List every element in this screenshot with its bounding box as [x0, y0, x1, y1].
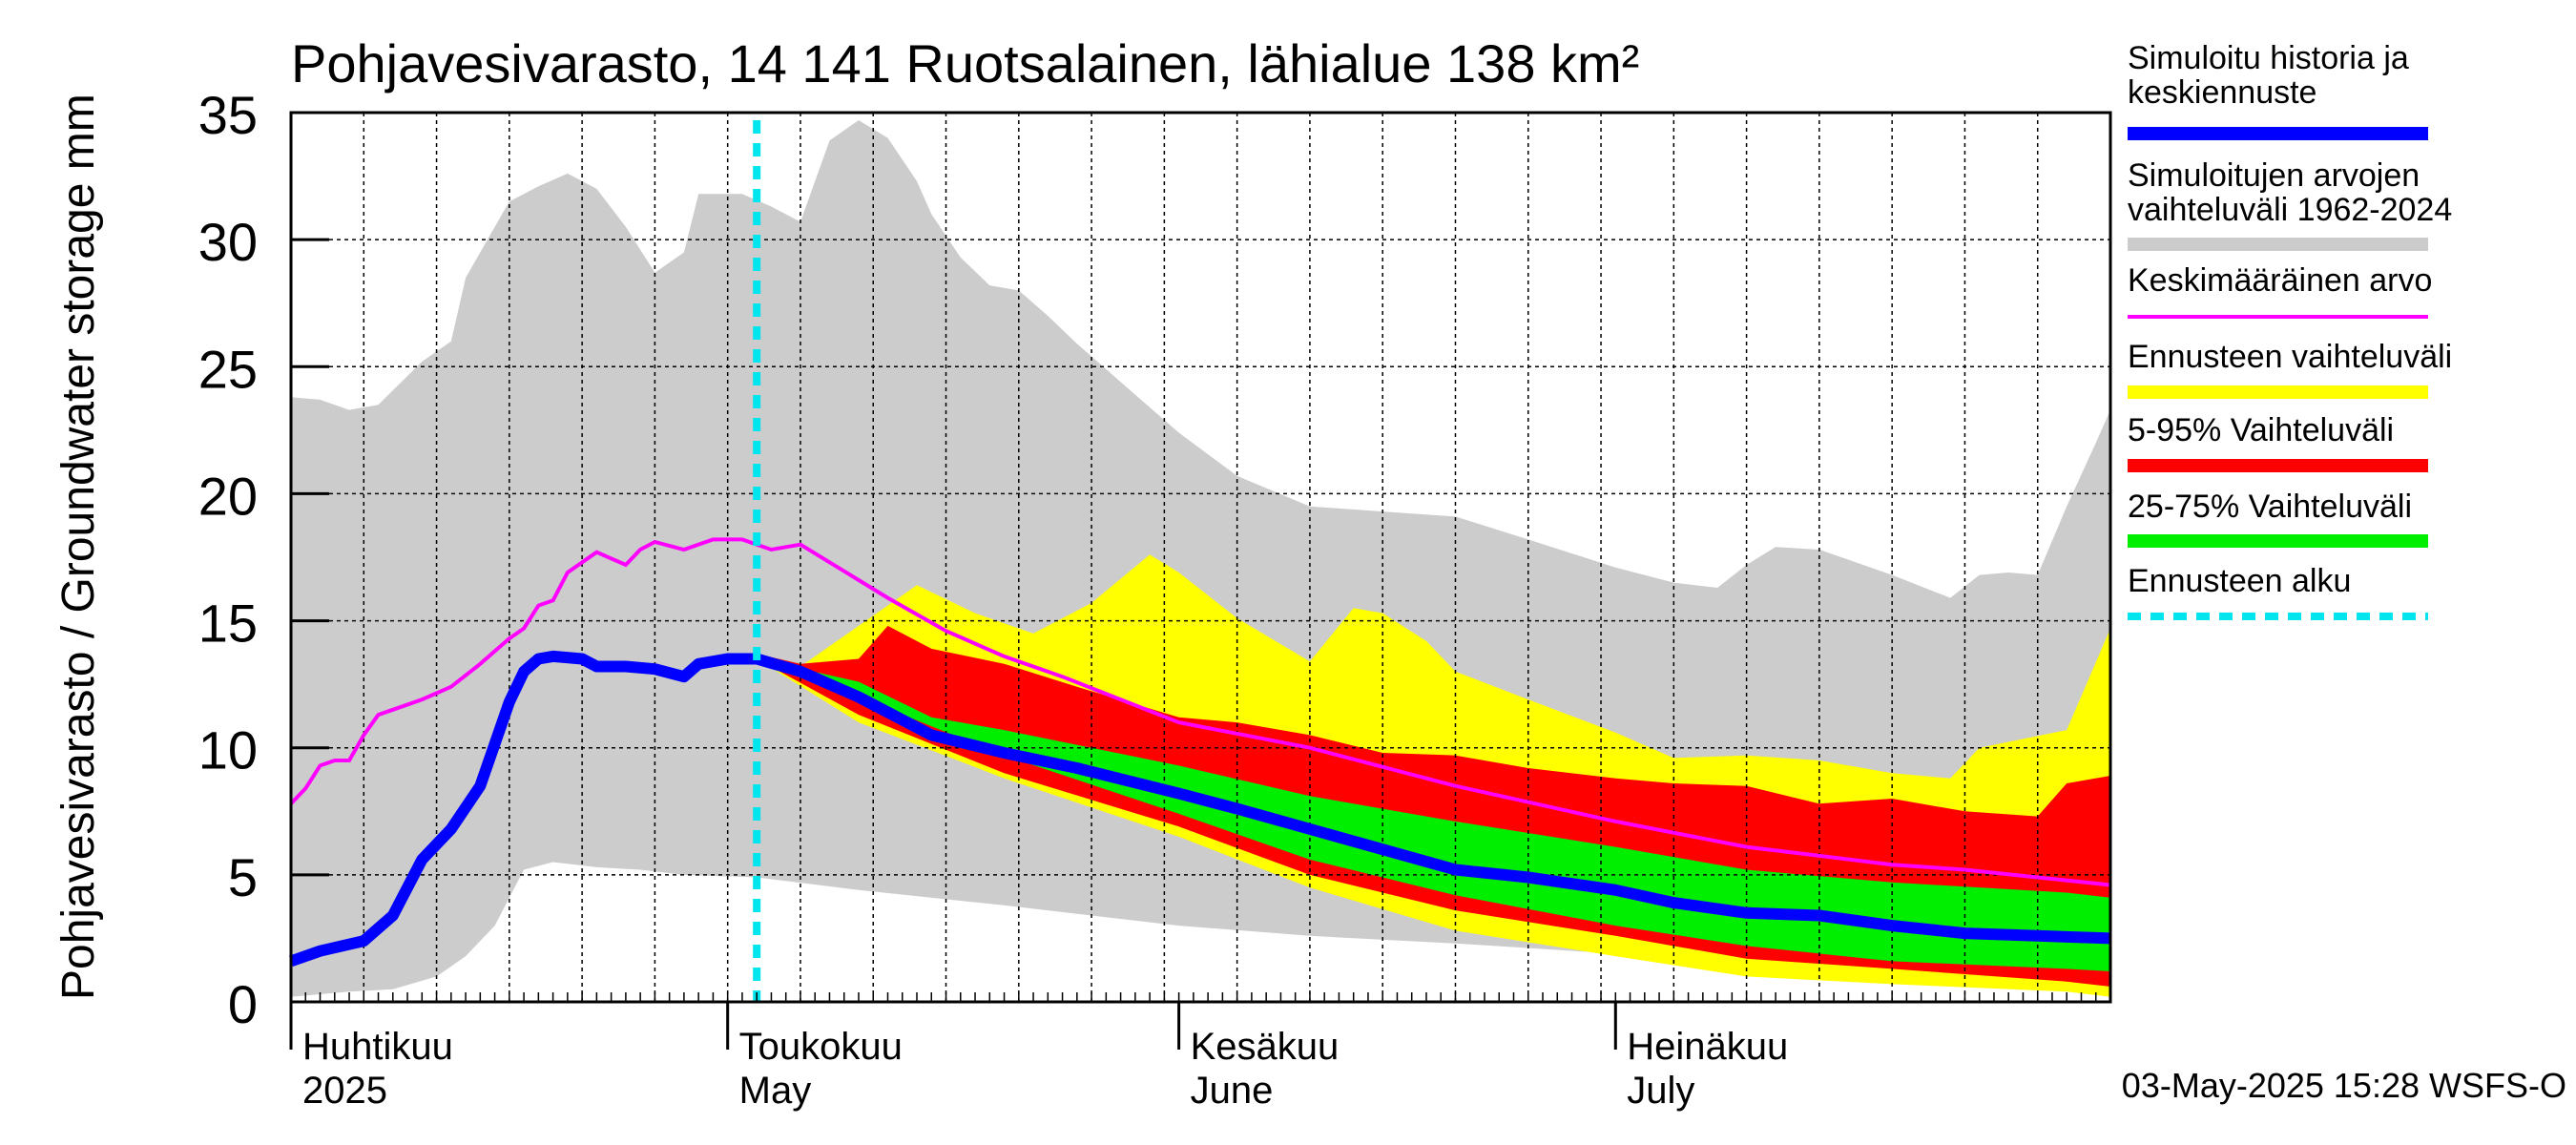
legend-swatch [2128, 534, 2428, 548]
legend-label: Simuloitujen arvojen [2128, 157, 2420, 194]
y-tick-label: 30 [198, 212, 258, 272]
legend-label: Simuloitu historia ja [2128, 40, 2409, 76]
y-tick-label: 35 [198, 85, 258, 145]
legend-label: Keskimääräinen arvo [2128, 262, 2432, 299]
y-tick-label: 25 [198, 339, 258, 399]
plot-frame [289, 111, 2112, 1004]
x-month-label: Kesäkuu [1191, 1026, 1340, 1068]
y-tick-label: 10 [198, 720, 258, 781]
chart-axes: 05101520253035Huhtikuu2025ToukokuuMayKes… [198, 85, 2112, 1112]
legend-swatch [2128, 459, 2428, 472]
x-month-sublabel: June [1191, 1070, 1274, 1112]
legend-label: Ennusteen vaihteluväli [2128, 339, 2452, 375]
y-tick-label: 20 [198, 466, 258, 526]
x-month-sublabel: May [739, 1070, 812, 1112]
footer-timestamp: 03-May-2025 15:28 WSFS-O [2122, 1066, 2566, 1105]
history-line [289, 650, 758, 968]
y-axis-label: Pohjavesivarasto / Groundwater storage m… [53, 94, 104, 1000]
x-month-label: Huhtikuu [302, 1026, 453, 1068]
forecast-median-line [755, 653, 2111, 945]
chart-title: Pohjavesivarasto, 14 141 Ruotsalainen, l… [291, 33, 1639, 94]
legend-swatch [2128, 127, 2428, 140]
x-month-label: Heinäkuu [1627, 1026, 1788, 1068]
legend-swatch [2128, 238, 2428, 251]
chart-lines [289, 120, 2111, 1002]
p25-75-band [757, 658, 2111, 971]
y-tick-label: 0 [228, 974, 258, 1034]
x-month-sublabel: July [1627, 1070, 1694, 1112]
chart-areas [291, 120, 2111, 997]
chart-grid [291, 112, 2110, 1002]
y-tick-label: 5 [228, 847, 258, 907]
legend-label: vaihteluväli 1962-2024 [2128, 192, 2452, 228]
legend-label: 25-75% Vaihteluväli [2128, 489, 2412, 525]
legend-label: Ennusteen alku [2128, 563, 2351, 599]
y-tick-label: 15 [198, 593, 258, 654]
legend-label: 5-95% Vaihteluväli [2128, 412, 2394, 448]
mean-line [289, 537, 2111, 887]
legend-swatch [2128, 385, 2428, 399]
legend-label: keskiennuste [2128, 74, 2316, 111]
x-month-sublabel: 2025 [302, 1070, 387, 1112]
x-month-label: Toukokuu [739, 1026, 903, 1068]
